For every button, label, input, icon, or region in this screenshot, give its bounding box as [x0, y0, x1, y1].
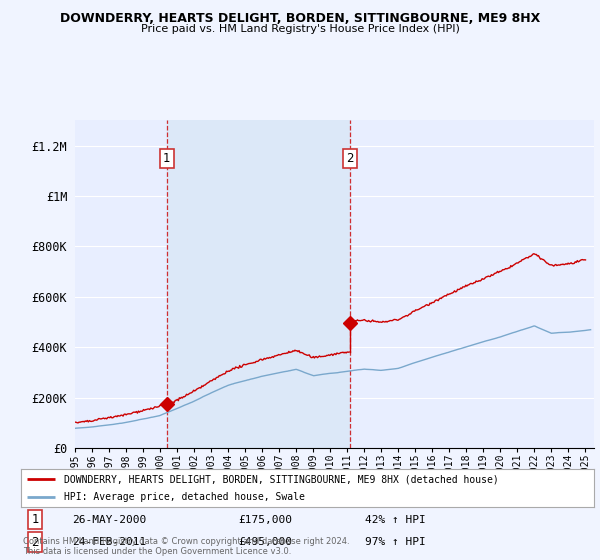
Text: 2: 2 [32, 535, 39, 549]
Text: DOWNDERRY, HEARTS DELIGHT, BORDEN, SITTINGBOURNE, ME9 8HX: DOWNDERRY, HEARTS DELIGHT, BORDEN, SITTI… [60, 12, 540, 25]
Text: DOWNDERRY, HEARTS DELIGHT, BORDEN, SITTINGBOURNE, ME9 8HX (detached house): DOWNDERRY, HEARTS DELIGHT, BORDEN, SITTI… [64, 474, 499, 484]
Text: 1: 1 [32, 513, 39, 526]
Text: Contains HM Land Registry data © Crown copyright and database right 2024.
This d: Contains HM Land Registry data © Crown c… [23, 536, 349, 556]
Text: Price paid vs. HM Land Registry's House Price Index (HPI): Price paid vs. HM Land Registry's House … [140, 24, 460, 34]
Text: £495,000: £495,000 [239, 537, 293, 547]
Text: 24-FEB-2011: 24-FEB-2011 [73, 537, 147, 547]
Text: 26-MAY-2000: 26-MAY-2000 [73, 515, 147, 525]
Text: 97% ↑ HPI: 97% ↑ HPI [365, 537, 425, 547]
Text: 1: 1 [163, 152, 170, 165]
Text: 42% ↑ HPI: 42% ↑ HPI [365, 515, 425, 525]
Text: £175,000: £175,000 [239, 515, 293, 525]
Bar [167, 120, 350, 448]
Text: HPI: Average price, detached house, Swale: HPI: Average price, detached house, Swal… [64, 492, 305, 502]
Text: 2: 2 [346, 152, 353, 165]
